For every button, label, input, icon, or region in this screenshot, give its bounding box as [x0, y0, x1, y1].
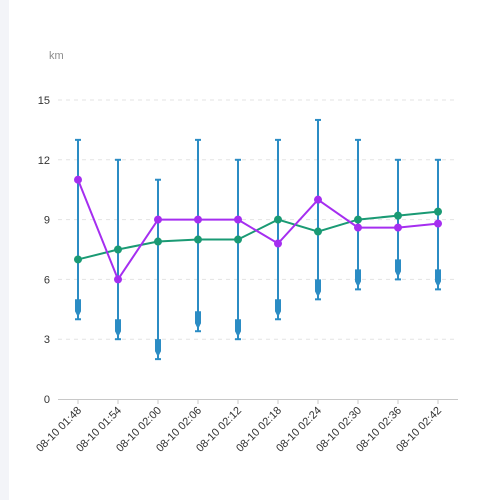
series-2-point — [394, 223, 402, 232]
series-2-point — [194, 215, 202, 224]
series-1-point — [194, 235, 202, 244]
range-arrow-marker — [355, 269, 361, 288]
range-arrow-marker — [315, 279, 321, 298]
series-1-point — [114, 245, 122, 254]
series-2-point — [354, 223, 362, 232]
y-axis-unit-label: km — [49, 50, 64, 62]
series-line-1 — [77, 210, 439, 261]
series-line-2 — [77, 179, 439, 282]
range-arrow-marker — [115, 319, 121, 338]
range-arrow-marker — [395, 259, 401, 278]
series-1-point — [394, 211, 402, 220]
series-2-point — [234, 215, 242, 224]
series-2-point — [74, 175, 82, 184]
series-1-point — [434, 207, 442, 216]
range-arrow-marker — [235, 319, 241, 338]
y-tick-label: 15 — [38, 95, 50, 107]
series-1-point — [234, 235, 242, 244]
series-1-point — [354, 215, 362, 224]
series-1-point — [154, 237, 162, 246]
y-tick-label: 3 — [44, 334, 50, 346]
range-arrow-marker — [435, 269, 441, 288]
y-tick-label: 6 — [44, 274, 50, 286]
range-arrow-marker — [75, 299, 81, 318]
range-arrow-marker — [155, 339, 161, 358]
series-2-point — [114, 275, 122, 284]
left-edge-strip — [0, 0, 9, 500]
series-1-point — [74, 255, 82, 264]
series-2-point — [314, 195, 322, 204]
y-tick-label: 9 — [44, 215, 50, 227]
y-tick-label: 0 — [44, 394, 50, 406]
series-2-point — [274, 239, 282, 248]
series-1-point — [314, 227, 322, 236]
series-1-point — [274, 215, 282, 224]
series-2-point — [434, 219, 442, 228]
y-tick-label: 12 — [38, 155, 50, 167]
range-arrow-marker — [195, 311, 201, 330]
series-2-point — [154, 215, 162, 224]
range-arrow-marker — [275, 299, 281, 318]
